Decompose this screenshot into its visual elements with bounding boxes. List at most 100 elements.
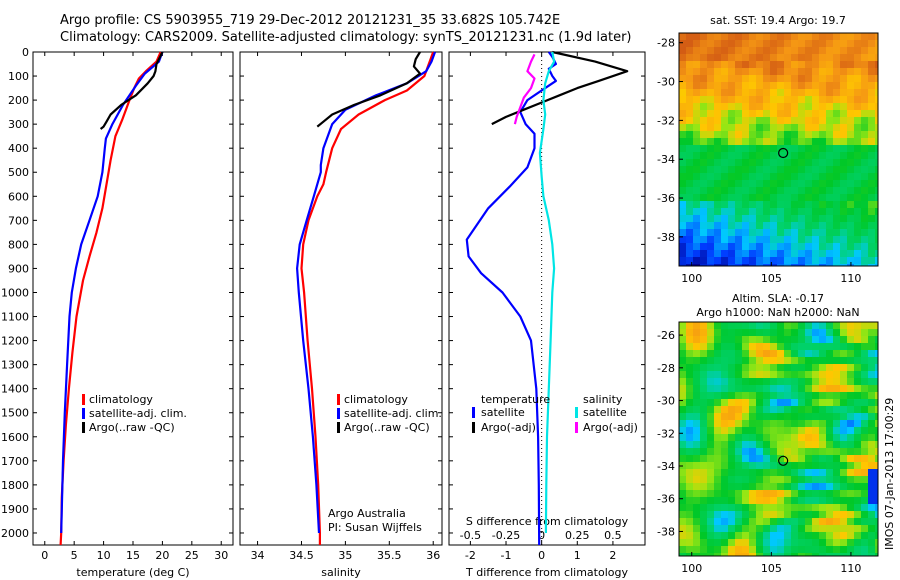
- map-cell: [875, 61, 878, 68]
- map-cell: [861, 243, 868, 250]
- map-cell: [784, 222, 791, 229]
- x-tick-label: 100: [681, 562, 702, 575]
- map-cell: [728, 483, 735, 490]
- y-tick-label: 1200: [1, 335, 29, 348]
- map-cell: [679, 322, 686, 329]
- map-cell: [749, 497, 756, 504]
- map-cell: [854, 343, 861, 350]
- map-cell: [756, 54, 763, 61]
- map-cell: [714, 33, 721, 40]
- map-cell: [749, 47, 756, 54]
- map-cell: [679, 483, 686, 490]
- footer-timestamp: IMOS 07-Jan-2013 17:00:29: [883, 398, 896, 550]
- y-tick-label: -34: [657, 153, 675, 166]
- map-cell: [686, 350, 693, 357]
- legend-swatch: [472, 407, 475, 418]
- map-cell: [735, 131, 742, 138]
- map-cell: [756, 546, 763, 553]
- map-cell: [833, 257, 840, 264]
- map-cell: [833, 322, 840, 329]
- map-cell: [798, 511, 805, 518]
- map-cell: [833, 61, 840, 68]
- map-cell: [840, 82, 847, 89]
- map-cell: [791, 201, 798, 208]
- map-cell: [721, 546, 728, 553]
- map-cell: [756, 539, 763, 546]
- map-cell: [826, 180, 833, 187]
- map-cell: [770, 441, 777, 448]
- map-cell: [777, 201, 784, 208]
- map-cell: [686, 89, 693, 96]
- map-cell: [749, 117, 756, 124]
- map-cell: [686, 180, 693, 187]
- map-cell: [784, 187, 791, 194]
- map-cell: [728, 236, 735, 243]
- map-cell: [805, 68, 812, 75]
- x-tick-label: 30: [214, 549, 228, 562]
- map-cell: [854, 145, 861, 152]
- map-cell: [826, 54, 833, 61]
- map-cell: [798, 434, 805, 441]
- map-cell: [840, 89, 847, 96]
- s-tick-label: -0.5: [460, 529, 481, 542]
- map-cell: [819, 504, 826, 511]
- map-cell: [847, 222, 854, 229]
- map-cell: [833, 504, 840, 511]
- map-cell: [861, 131, 868, 138]
- map-cell: [686, 385, 693, 392]
- map-cell: [777, 329, 784, 336]
- map-cell: [777, 462, 784, 469]
- map-cell: [854, 455, 861, 462]
- map-cell: [735, 420, 742, 427]
- map-cell: [861, 364, 868, 371]
- map-cell: [679, 166, 686, 173]
- map-cell: [861, 110, 868, 117]
- map-cell: [770, 110, 777, 117]
- map-cell: [819, 173, 826, 180]
- map-cell: [840, 420, 847, 427]
- map-cell: [847, 75, 854, 82]
- map-cell: [861, 329, 868, 336]
- map-cell: [714, 427, 721, 434]
- map-cell: [798, 497, 805, 504]
- map-cell: [777, 54, 784, 61]
- map-sst: 100 105 110-28-30-32-34-36-38: [657, 32, 879, 285]
- map-cell: [707, 75, 714, 82]
- map-cell: [812, 546, 819, 553]
- map-cell: [679, 385, 686, 392]
- map-cell: [833, 364, 840, 371]
- map-cell: [679, 33, 686, 40]
- map-cell: [693, 201, 700, 208]
- map-cell: [791, 75, 798, 82]
- map-cell: [784, 194, 791, 201]
- x-tick-label: 1: [574, 549, 581, 562]
- map-cell: [686, 490, 693, 497]
- map-cell: [868, 371, 875, 378]
- map-cell: [847, 483, 854, 490]
- map-cell: [735, 427, 742, 434]
- map-cell: [749, 250, 756, 257]
- map-cell: [840, 54, 847, 61]
- map-cell: [833, 243, 840, 250]
- map-cell: [812, 180, 819, 187]
- map-cell: [728, 357, 735, 364]
- map-cell: [812, 201, 819, 208]
- map-cell: [700, 322, 707, 329]
- map-cell: [784, 264, 791, 266]
- map-cell: [840, 159, 847, 166]
- map-cell: [868, 236, 875, 243]
- map-cell: [812, 236, 819, 243]
- map-cell: [707, 138, 714, 145]
- map-cell: [854, 47, 861, 54]
- map-cell: [735, 532, 742, 539]
- map-cell: [700, 222, 707, 229]
- map-cell: [833, 166, 840, 173]
- map-cell: [784, 82, 791, 89]
- map-cell: [749, 553, 756, 556]
- map-cell: [777, 385, 784, 392]
- map-cell: [756, 229, 763, 236]
- map-cell: [868, 68, 875, 75]
- map-cell: [679, 131, 686, 138]
- map-cell: [742, 250, 749, 257]
- map-cell: [721, 441, 728, 448]
